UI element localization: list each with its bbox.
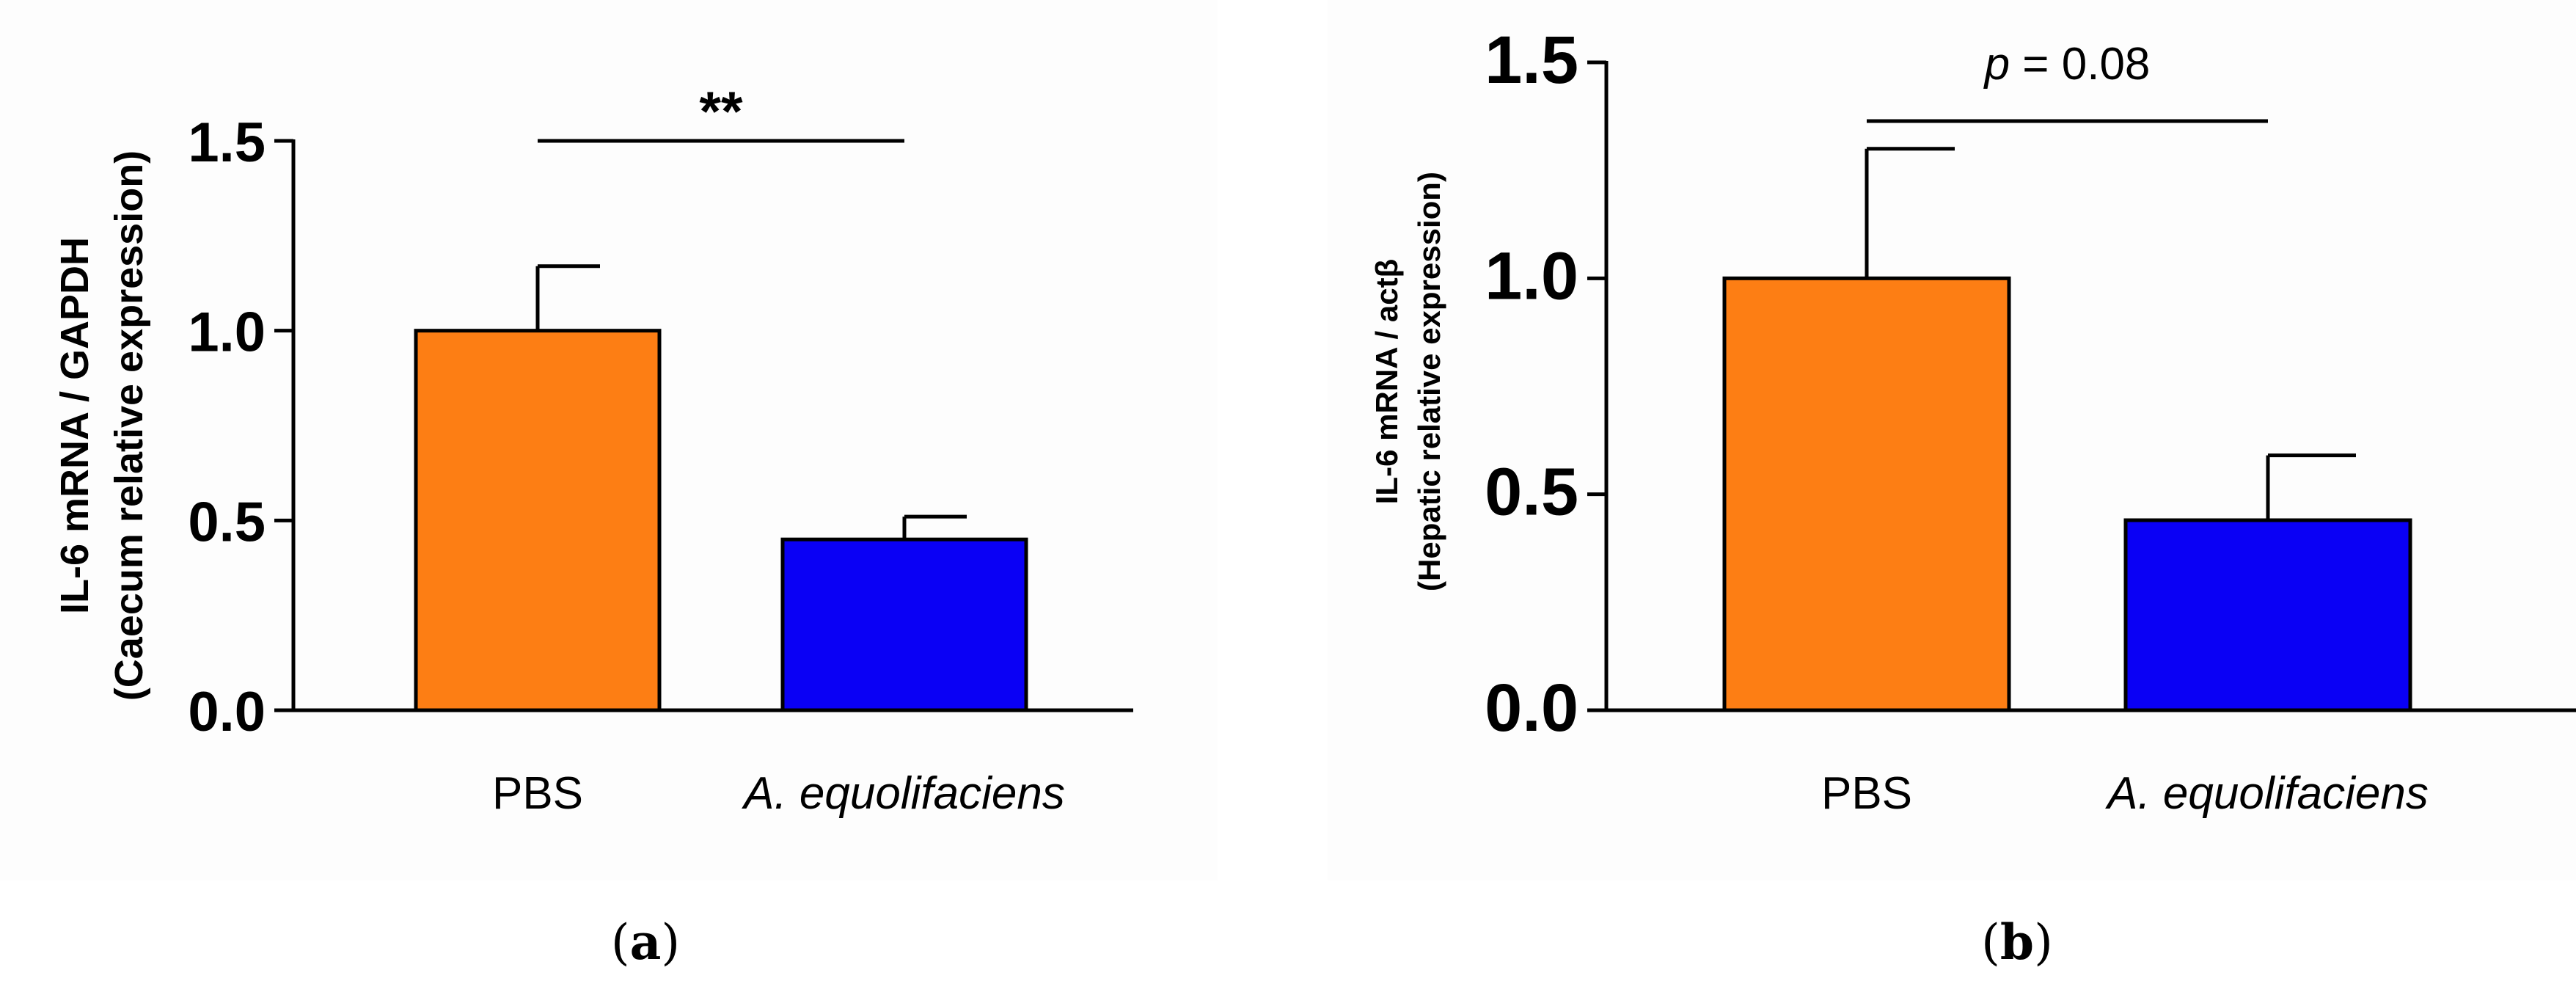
y-axis-label-line2: (Caecum relative expression) [107, 150, 151, 701]
caption-a: (a) [610, 913, 681, 971]
y-tick-label: 0.5 [1485, 455, 1578, 530]
category-label: PBS [1821, 768, 1912, 819]
chart-b: 0.0 0.5 1.0 1.5 IL-6 mRNA / actβ (Hepatic rel… [1369, 23, 2576, 819]
chart-panel-a: 0.0 0.5 1.0 1.5 IL-6 mRNA / GAPDH (Caecum rel… [0, 0, 1218, 880]
caption-a-letter: a [629, 913, 662, 971]
chart-panel-b: 0.0 0.5 1.0 1.5 IL-6 mRNA / actβ (Hepatic rel… [1328, 0, 2576, 880]
y-axis-label-line1: IL-6 mRNA / GAPDH [53, 237, 97, 614]
category-label: A. equolifaciens [741, 768, 1065, 819]
y-tick-label: 0.0 [1485, 671, 1578, 745]
y-tick-label: 0.0 [188, 681, 266, 743]
category-label: PBS [492, 768, 583, 819]
caption-b-letter: b [1999, 913, 2035, 971]
y-tick-label: 1.0 [188, 302, 266, 364]
bar [780, 537, 1028, 712]
category-label: A. equolifaciens [2104, 768, 2429, 819]
y-tick-label: 1.0 [1485, 238, 1578, 313]
y-axis-label: IL-6 mRNA / actβ (Hepatic relative expres… [1369, 172, 1446, 591]
bar [2123, 518, 2412, 712]
p-symbol: p [1983, 39, 2010, 90]
p-value: = 0.08 [2010, 39, 2150, 90]
bar [1722, 276, 2011, 712]
y-axis-label-line1: IL-6 mRNA / actβ [1369, 259, 1404, 504]
significance-label: ** [699, 81, 743, 143]
y-axis-label-line2: (Hepatic relative expression) [1412, 172, 1446, 591]
y-tick-label: 0.5 [188, 491, 266, 553]
significance-label: p = 0.08 [1983, 39, 2151, 90]
bar [414, 329, 662, 712]
y-tick-label: 1.5 [1485, 23, 1578, 98]
y-tick-label: 1.5 [188, 112, 266, 174]
chart-a: 0.0 0.5 1.0 1.5 IL-6 mRNA / GAPDH (Caecum rel… [53, 81, 1133, 819]
caption-b: (b) [1981, 913, 2053, 971]
y-axis-label: IL-6 mRNA / GAPDH (Caecum relative expres… [53, 150, 151, 701]
